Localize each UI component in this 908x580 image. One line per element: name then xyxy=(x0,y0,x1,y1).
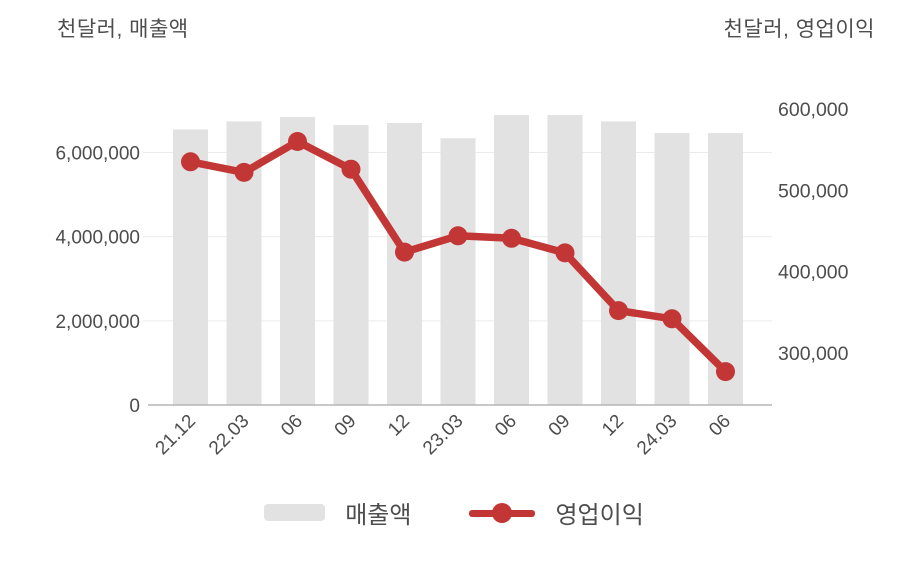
legend-item-operating-profit[interactable]: 영업이익 xyxy=(469,495,644,530)
right-axis-tick-label: 500,000 xyxy=(778,180,849,202)
line-point-06 xyxy=(288,132,307,151)
operating-profit-swatch-icon xyxy=(469,502,536,523)
line-point-12 xyxy=(395,242,414,262)
legend-label-operating-profit: 영업이익 xyxy=(555,502,644,529)
x-axis-label-09: 09 xyxy=(331,411,361,441)
line-point-21.12 xyxy=(181,152,200,172)
x-axis-label-09: 09 xyxy=(545,411,575,441)
left-axis-tick-label: 4,000,000 xyxy=(55,228,140,249)
bar-12 xyxy=(387,123,422,405)
line-point-06 xyxy=(716,362,735,382)
x-axis-label-06: 06 xyxy=(491,411,521,441)
right-axis-tick-label: 400,000 xyxy=(778,262,849,284)
line-point-09 xyxy=(555,243,575,263)
bar-06 xyxy=(280,117,315,405)
bar-24.03 xyxy=(654,133,690,405)
revenue-swatch-icon xyxy=(264,504,326,521)
x-axis-label-24.03: 24.03 xyxy=(633,411,681,459)
x-axis-label-22.03: 22.03 xyxy=(205,411,253,459)
legend: 매출액 영업이익 xyxy=(0,495,908,530)
line-point-06 xyxy=(502,228,521,248)
x-axis-label-06: 06 xyxy=(705,411,735,441)
left-axis-tick-label: 2,000,000 xyxy=(55,312,140,333)
right-axis-tick-label: 600,000 xyxy=(778,99,849,121)
x-axis-label-12: 12 xyxy=(598,411,628,441)
line-point-12 xyxy=(609,301,628,321)
left-axis-title: 천달러, 매출액 xyxy=(57,18,189,41)
dual-axis-chart: 0 2,000,000 4,000,000 6,000,000 300,000 400,0… xyxy=(55,99,849,459)
left-axis-tick-label: 0 xyxy=(129,396,140,417)
x-axis-label-06: 06 xyxy=(277,411,307,441)
bar-23.03 xyxy=(440,138,476,405)
line-point-23.03 xyxy=(448,226,468,246)
bar-12 xyxy=(601,121,636,406)
legend-item-revenue[interactable]: 매출액 xyxy=(264,495,411,530)
line-point-22.03 xyxy=(234,162,254,182)
legend-label-revenue: 매출액 xyxy=(345,502,412,529)
x-axis-label-23.03: 23.03 xyxy=(419,411,467,459)
line-point-09 xyxy=(341,159,361,179)
left-axis-tick-label: 6,000,000 xyxy=(55,144,140,165)
bar-06 xyxy=(494,115,529,405)
x-axis-label-12: 12 xyxy=(384,411,414,441)
bar-21.12 xyxy=(173,129,208,405)
line-point-24.03 xyxy=(662,309,682,329)
right-axis-tick-label: 300,000 xyxy=(778,343,849,365)
x-axis-label-21.12: 21.12 xyxy=(152,411,200,459)
right-axis-title: 천달러, 영업이익 xyxy=(723,18,875,41)
